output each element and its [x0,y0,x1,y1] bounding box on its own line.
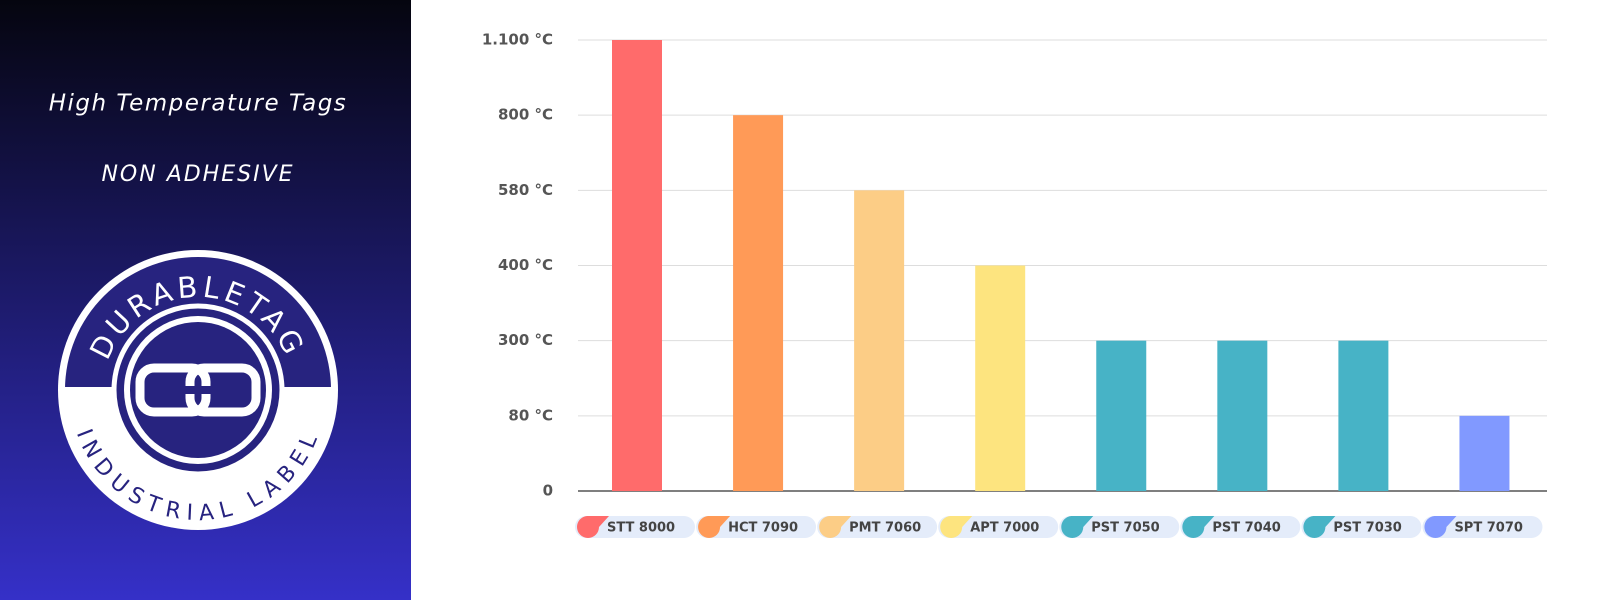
legend-swatch [1424,516,1457,538]
legend-label: SPT 7070 [1454,521,1522,536]
legend-swatch [940,516,973,538]
legend-swatch [698,516,731,538]
legend-pill [1059,516,1180,538]
y-tick-label: 0 [543,482,553,500]
legend-swatch [1061,516,1094,538]
legend-pill [696,516,817,538]
bar [1338,340,1389,491]
y-tick-label: 400 °C [498,256,553,274]
chart: 0 80 °C 300 °C 400 °C 580 °C 800 °C 1.100 °C ST… [482,31,1547,538]
legend-label: HCT 7090 [728,521,798,536]
bar [1096,340,1147,491]
legend-label: PST 7050 [1091,521,1159,536]
legend-label: PMT 7060 [849,521,921,536]
bar [854,190,905,492]
legend-swatch [1303,516,1336,538]
legend-pill [938,516,1059,538]
legend-pill [1180,516,1301,538]
y-tick-label: 80 °C [508,406,553,424]
legend-label: PST 7030 [1333,521,1401,536]
y-tick-label: 580 °C [498,181,553,199]
panel-title: High Temperature Tags [49,91,348,117]
legend-pill [575,516,695,538]
bar [612,40,662,491]
bar [733,115,784,492]
legend-pill [1301,516,1422,538]
legend-swatch [819,516,852,538]
legend-pill [817,516,938,538]
y-tick-label: 800 °C [498,106,553,124]
bar [1459,415,1510,491]
legend-pill [1422,516,1543,538]
logo: DURABLETAG INDUSTRIAL LABEL [58,250,338,530]
legend-label: APT 7000 [970,521,1039,536]
y-tick-label: 1.100 °C [482,31,553,49]
panel-subtitle: NON ADHESIVE [101,162,294,187]
bar [975,265,1026,491]
legend-label: PST 7040 [1212,521,1280,536]
y-tick-label: 300 °C [498,331,553,349]
legend-swatch [576,516,609,538]
legend-swatch [1182,516,1215,538]
bar [1217,340,1268,491]
legend-label: STT 8000 [607,521,675,536]
